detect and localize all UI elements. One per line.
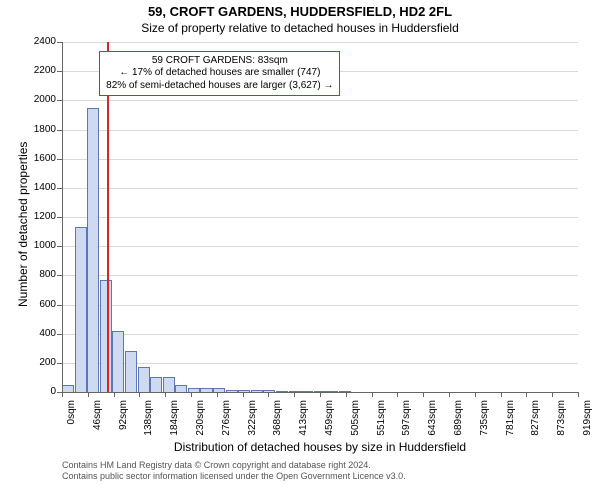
y-tick-label: 0 bbox=[26, 386, 56, 397]
gridline-h bbox=[62, 246, 578, 247]
gridline-h bbox=[62, 334, 578, 335]
attribution-text: Contains HM Land Registry data © Crown c… bbox=[62, 460, 406, 483]
x-tick-mark bbox=[526, 392, 527, 397]
y-axis-label: Number of detached properties bbox=[16, 142, 30, 307]
annotation-line: ← 17% of detached houses are smaller (74… bbox=[106, 67, 333, 80]
x-tick-label: 230sqm bbox=[195, 400, 206, 450]
annotation-box: 59 CROFT GARDENS: 83sqm← 17% of detached… bbox=[99, 51, 340, 97]
gridline-h bbox=[62, 188, 578, 189]
histogram-bar bbox=[163, 377, 175, 392]
x-tick-mark bbox=[88, 392, 89, 397]
histogram-bar bbox=[75, 227, 87, 392]
x-tick-label: 827sqm bbox=[530, 400, 541, 450]
x-tick-label: 92sqm bbox=[118, 400, 129, 450]
x-tick-mark bbox=[501, 392, 502, 397]
x-tick-mark bbox=[552, 392, 553, 397]
histogram-bar bbox=[112, 331, 124, 392]
histogram-bar bbox=[175, 385, 187, 392]
x-tick-mark bbox=[346, 392, 347, 397]
attribution-line2: Contains public sector information licen… bbox=[62, 471, 406, 482]
gridline-h bbox=[62, 42, 578, 43]
x-tick-mark bbox=[62, 392, 63, 397]
x-tick-mark bbox=[372, 392, 373, 397]
x-tick-label: 413sqm bbox=[298, 400, 309, 450]
histogram-bar bbox=[138, 367, 150, 392]
x-tick-mark bbox=[217, 392, 218, 397]
x-tick-mark bbox=[268, 392, 269, 397]
y-tick-label: 200 bbox=[26, 357, 56, 368]
x-tick-mark bbox=[114, 392, 115, 397]
x-tick-label: 919sqm bbox=[582, 400, 593, 450]
histogram-bar bbox=[87, 108, 99, 392]
gridline-h bbox=[62, 275, 578, 276]
gridline-h bbox=[62, 305, 578, 306]
chart-title-line2: Size of property relative to detached ho… bbox=[0, 21, 600, 35]
histogram-bar bbox=[150, 377, 162, 392]
x-tick-mark bbox=[243, 392, 244, 397]
x-tick-mark bbox=[449, 392, 450, 397]
gridline-h bbox=[62, 100, 578, 101]
gridline-h bbox=[62, 159, 578, 160]
attribution-line1: Contains HM Land Registry data © Crown c… bbox=[62, 460, 406, 471]
x-tick-label: 276sqm bbox=[221, 400, 232, 450]
x-tick-mark bbox=[475, 392, 476, 397]
x-tick-label: 368sqm bbox=[272, 400, 283, 450]
x-axis-label: Distribution of detached houses by size … bbox=[62, 440, 578, 454]
y-tick-label: 1200 bbox=[26, 211, 56, 222]
x-tick-mark bbox=[423, 392, 424, 397]
gridline-h bbox=[62, 217, 578, 218]
annotation-line: 82% of semi-detached houses are larger (… bbox=[106, 80, 333, 93]
histogram-bar bbox=[62, 385, 74, 392]
x-tick-mark bbox=[294, 392, 295, 397]
x-tick-mark bbox=[165, 392, 166, 397]
x-tick-label: 597sqm bbox=[401, 400, 412, 450]
histogram-bar bbox=[125, 351, 137, 392]
y-tick-label: 1800 bbox=[26, 124, 56, 135]
chart-title-line1: 59, CROFT GARDENS, HUDDERSFIELD, HD2 2FL bbox=[0, 4, 600, 19]
x-tick-mark bbox=[320, 392, 321, 397]
y-tick-label: 1400 bbox=[26, 182, 56, 193]
y-tick-label: 2000 bbox=[26, 94, 56, 105]
x-tick-label: 184sqm bbox=[169, 400, 180, 450]
x-tick-label: 735sqm bbox=[479, 400, 490, 450]
y-tick-label: 600 bbox=[26, 299, 56, 310]
y-axis-line bbox=[62, 42, 63, 392]
annotation-line: 59 CROFT GARDENS: 83sqm bbox=[106, 55, 333, 68]
y-tick-label: 400 bbox=[26, 328, 56, 339]
gridline-h bbox=[62, 363, 578, 364]
y-tick-label: 800 bbox=[26, 269, 56, 280]
chart-container: 59, CROFT GARDENS, HUDDERSFIELD, HD2 2FL… bbox=[0, 0, 600, 500]
x-tick-mark bbox=[397, 392, 398, 397]
x-tick-label: 643sqm bbox=[427, 400, 438, 450]
x-tick-label: 46sqm bbox=[92, 400, 103, 450]
x-tick-label: 505sqm bbox=[350, 400, 361, 450]
x-tick-label: 781sqm bbox=[505, 400, 516, 450]
x-tick-label: 138sqm bbox=[143, 400, 154, 450]
x-tick-mark bbox=[139, 392, 140, 397]
y-tick-label: 1600 bbox=[26, 153, 56, 164]
y-tick-label: 2400 bbox=[26, 36, 56, 47]
y-tick-label: 2200 bbox=[26, 65, 56, 76]
x-tick-label: 689sqm bbox=[453, 400, 464, 450]
x-tick-label: 0sqm bbox=[66, 400, 77, 450]
x-tick-mark bbox=[191, 392, 192, 397]
x-tick-label: 873sqm bbox=[556, 400, 567, 450]
y-tick-label: 1000 bbox=[26, 240, 56, 251]
gridline-h bbox=[62, 130, 578, 131]
x-tick-label: 551sqm bbox=[376, 400, 387, 450]
x-tick-label: 322sqm bbox=[247, 400, 258, 450]
histogram-bar bbox=[100, 280, 112, 392]
x-tick-mark bbox=[578, 392, 579, 397]
x-tick-label: 459sqm bbox=[324, 400, 335, 450]
